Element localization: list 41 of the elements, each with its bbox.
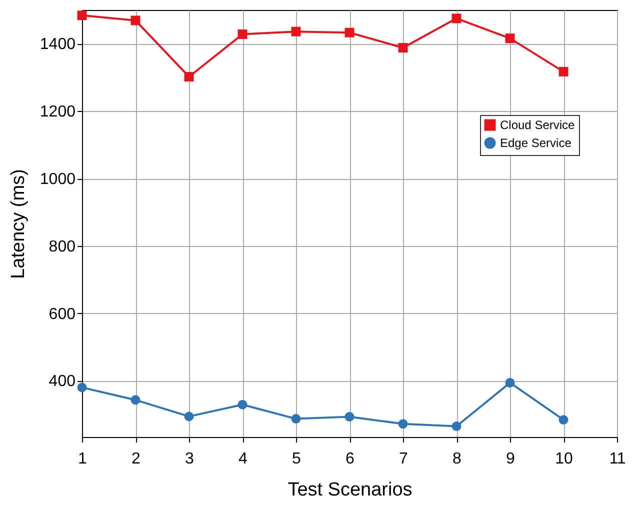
x-tick-label: 10 [555,450,573,468]
point [558,415,568,425]
x-tick-label: 9 [506,450,516,468]
x-tick-label: 7 [399,450,408,468]
x-tick-label: 8 [452,450,462,468]
x-tick-label: 3 [185,450,194,468]
y-axis-title: Latency (ms) [8,169,29,279]
point [184,412,194,422]
point [130,395,140,405]
point [344,28,354,38]
point [291,26,301,36]
point [77,10,87,20]
point [344,412,354,422]
point [452,421,462,431]
x-tick-label: 5 [292,450,302,468]
point [184,72,194,82]
y-tick-label: 1400 [40,36,76,54]
x-axis-title: Test Scenarios [288,480,412,500]
point [238,30,248,40]
point [291,414,301,424]
y-tick-label: 1000 [40,171,76,188]
y-tick-label: 600 [48,306,76,323]
x-tick-label: 11 [609,450,626,468]
x-tick-label: 1 [78,450,88,468]
y-tick-label: 400 [48,373,76,390]
legend-label: Edge Service [500,136,572,150]
point [398,43,408,52]
y-tick-label: 800 [48,238,76,256]
point [238,400,248,410]
x-tick-label: 6 [346,450,355,468]
point [505,34,515,44]
point [130,16,140,26]
point [398,419,408,429]
point [558,66,568,76]
x-tick-label: 2 [132,450,141,468]
point [452,14,462,24]
x-tick-label: 4 [238,450,248,468]
point [77,382,87,392]
y-tick-label: 1200 [40,104,76,121]
point [505,378,515,388]
legend-label: Cloud Service [500,118,576,132]
